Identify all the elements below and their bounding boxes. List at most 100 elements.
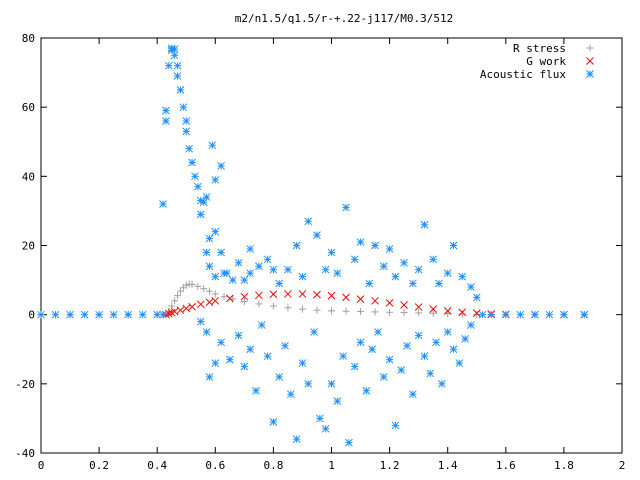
data-point (449, 345, 458, 354)
data-point (191, 172, 199, 181)
data-point (458, 310, 466, 318)
y-tick-label: 80 (22, 32, 35, 45)
data-point (205, 234, 214, 243)
data-point (211, 296, 220, 305)
data-point (443, 328, 452, 336)
data-point (478, 310, 487, 319)
data-point (560, 310, 568, 319)
data-point (284, 304, 292, 312)
data-point (350, 255, 359, 264)
data-point (298, 359, 307, 367)
data-point (362, 386, 371, 395)
data-point (188, 158, 196, 167)
data-point (501, 310, 510, 319)
x-tick-label: 0.6 (205, 459, 225, 472)
data-point (467, 321, 475, 329)
data-point (371, 308, 379, 316)
data-point (138, 310, 147, 319)
data-point (467, 283, 475, 291)
y-tick-label: -20 (15, 378, 35, 391)
y-tick-label: 60 (22, 101, 35, 114)
data-point (530, 310, 539, 319)
legend-marker (586, 57, 594, 65)
data-point (182, 281, 190, 289)
data-point (225, 294, 234, 303)
data-point (173, 72, 182, 80)
data-point (333, 397, 342, 405)
data-point (182, 117, 191, 125)
data-point (356, 238, 365, 246)
data-point (403, 341, 411, 350)
data-point (429, 255, 438, 264)
data-point (234, 258, 243, 267)
y-tick-label: 0 (28, 309, 35, 322)
data-point (420, 220, 429, 229)
data-point (316, 414, 324, 423)
data-point (159, 200, 167, 208)
data-point (202, 248, 211, 257)
data-point (298, 305, 306, 313)
data-point (327, 291, 336, 300)
x-tick-label: 0.4 (147, 459, 167, 472)
data-point (435, 279, 443, 288)
data-point (263, 352, 272, 361)
data-point (391, 421, 400, 430)
data-point (342, 307, 350, 315)
data-point (80, 310, 89, 319)
chart-title: m2/n1.5/q1.5/r-+.22-j117/M0.3/512 (235, 12, 454, 25)
data-point (205, 373, 214, 381)
data-point (415, 309, 423, 317)
data-point (217, 338, 225, 347)
data-point (321, 265, 330, 274)
data-point (205, 298, 214, 307)
data-point (240, 298, 248, 306)
data-point (159, 310, 167, 319)
data-point (339, 352, 347, 361)
data-point (200, 285, 208, 293)
data-point (313, 306, 321, 314)
data-point (109, 310, 118, 319)
data-point (385, 355, 394, 364)
data-point (217, 162, 225, 170)
data-point (350, 362, 359, 371)
data-point (313, 231, 321, 239)
data-point (269, 265, 278, 274)
data-point (345, 438, 353, 447)
data-point (365, 279, 374, 288)
data-point (449, 241, 458, 250)
data-point (205, 262, 214, 271)
data-point (408, 279, 417, 288)
legend-label: R stress (513, 42, 566, 55)
series-acoustic-flux (37, 44, 589, 447)
data-point (443, 307, 452, 315)
data-point (208, 141, 217, 150)
data-point (385, 245, 394, 253)
data-point (196, 210, 205, 219)
data-point (397, 366, 406, 374)
data-point (379, 262, 388, 271)
data-point (225, 355, 234, 364)
data-point (176, 86, 185, 94)
x-tick-label: 1 (328, 459, 335, 472)
data-point (385, 299, 394, 307)
data-point (246, 269, 255, 278)
data-point (275, 279, 284, 288)
y-tick-label: -40 (15, 447, 35, 460)
data-point (95, 310, 103, 319)
data-point (240, 292, 249, 301)
data-point (472, 293, 481, 302)
data-point (400, 258, 408, 267)
data-point (211, 272, 220, 281)
data-point (400, 309, 408, 317)
series-layer (37, 44, 589, 447)
x-tick-label: 1.4 (438, 459, 458, 472)
data-point (234, 331, 243, 340)
data-point (284, 265, 292, 274)
x-tick-label: 0.8 (263, 459, 283, 472)
data-point (269, 302, 277, 310)
data-point (368, 345, 377, 354)
data-point (182, 304, 191, 313)
data-point (202, 193, 211, 201)
data-point (298, 272, 307, 281)
